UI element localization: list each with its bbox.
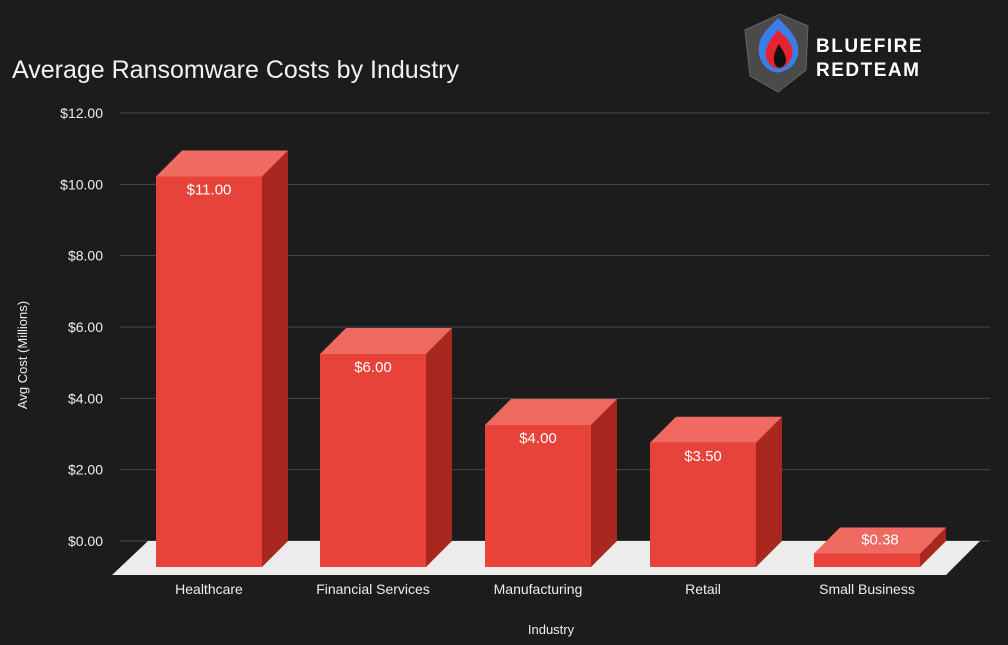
- bar-top: [320, 328, 452, 354]
- y-tick-label: $10.00: [60, 176, 103, 192]
- bar-top: [156, 150, 288, 177]
- data-label: $4.00: [519, 430, 557, 447]
- y-tick-label: $4.00: [68, 390, 103, 406]
- logo-line1: BLUEFIRE: [816, 36, 923, 57]
- x-tick-label: Manufacturing: [494, 581, 583, 597]
- data-label: $3.50: [684, 448, 722, 465]
- bar-front: [650, 442, 756, 567]
- bar-manufacturing: $4.00 Manufacturing: [485, 399, 617, 597]
- bar-top: [814, 527, 946, 554]
- chart-title: Average Ransomware Costs by Industry: [12, 56, 459, 84]
- bar-front: [156, 176, 262, 567]
- x-tick-label: Financial Services: [316, 581, 430, 597]
- bar-front: [485, 425, 591, 567]
- data-label: $0.38: [861, 532, 899, 549]
- y-axis-label: Avg Cost (Millions): [15, 301, 30, 409]
- bar-retail: $3.50 Retail: [650, 416, 782, 597]
- y-tick-label: $12.00: [60, 105, 103, 121]
- data-label: $6.00: [354, 359, 392, 376]
- bar-front: [814, 553, 920, 567]
- y-tick-label: $0.00: [68, 533, 103, 549]
- bar-side: [426, 328, 452, 567]
- brand-logo: BLUEFIRE REDTEAM: [744, 13, 923, 93]
- y-tick-label: $2.00: [68, 462, 103, 478]
- bar-side: [756, 416, 782, 567]
- bar-top: [485, 399, 617, 425]
- bar-small-business: $0.38 Small Business: [814, 527, 946, 597]
- data-label: $11.00: [187, 182, 232, 199]
- bar-financial-services: $6.00 Financial Services: [316, 328, 452, 597]
- bar-front: [320, 354, 426, 567]
- x-axis-label: Industry: [528, 622, 575, 637]
- logo-line2: REDTEAM: [816, 60, 920, 81]
- y-tick-label: $6.00: [68, 319, 103, 335]
- x-tick-label: Healthcare: [175, 581, 243, 597]
- y-tick-label: $8.00: [68, 248, 103, 264]
- bar-side: [262, 150, 288, 567]
- x-tick-label: Small Business: [819, 581, 915, 597]
- bar-healthcare: $11.00 Healthcare: [156, 150, 288, 597]
- bar-top: [650, 416, 782, 443]
- bar-side: [591, 399, 617, 567]
- bar-side: [920, 527, 946, 567]
- x-tick-label: Retail: [685, 581, 721, 597]
